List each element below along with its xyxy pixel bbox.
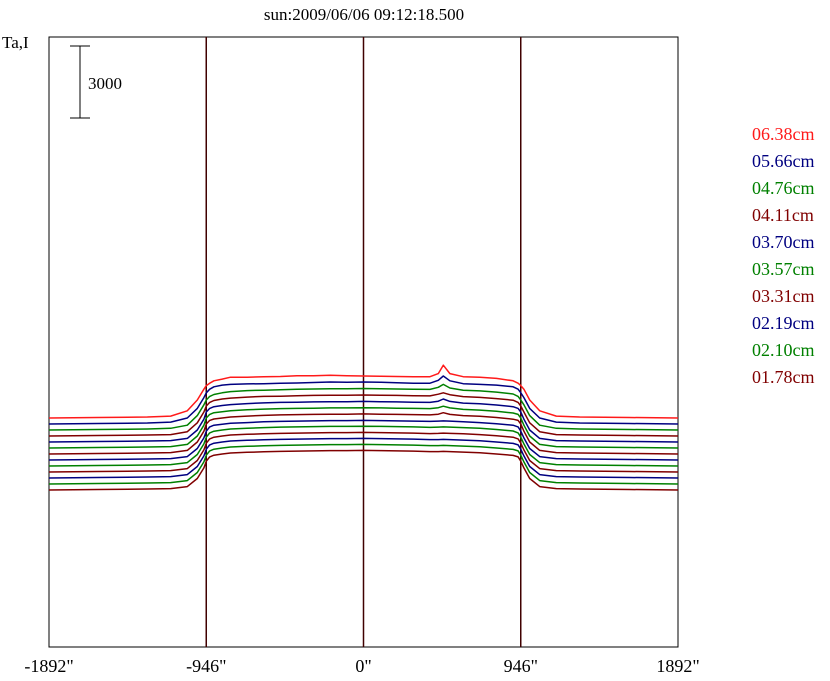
legend-entry-0: 06.38cm bbox=[752, 124, 815, 144]
series-line-9 bbox=[48, 431, 679, 473]
series-lines bbox=[48, 364, 679, 491]
legend-entry-2: 04.76cm bbox=[752, 178, 815, 198]
chart-title: sun:2009/06/06 09:12:18.500 bbox=[264, 5, 464, 24]
series-line-7 bbox=[48, 419, 679, 461]
series-line-11 bbox=[48, 443, 679, 485]
x-tick-label-4: 1892" bbox=[656, 656, 699, 676]
scale-bar: 3000 bbox=[70, 45, 122, 119]
series-line-5 bbox=[48, 405, 679, 449]
series-line-0 bbox=[48, 364, 679, 419]
legend-entry-9: 01.78cm bbox=[752, 367, 815, 387]
legend-entry-7: 02.19cm bbox=[752, 313, 815, 333]
legend-entry-4: 03.70cm bbox=[752, 232, 815, 252]
x-tick-label-0: -1892" bbox=[24, 656, 73, 676]
x-tick-label-1: -946" bbox=[186, 656, 226, 676]
series-line-1 bbox=[48, 375, 679, 425]
x-tick-label-2: 0" bbox=[355, 656, 371, 676]
series-line-6 bbox=[48, 411, 679, 455]
legend-entry-8: 02.10cm bbox=[752, 340, 815, 360]
x-tick-labels: -1892" -946" 0" 946" 1892" bbox=[24, 656, 699, 676]
legend: 06.38cm 05.66cm 04.76cm 04.11cm 03.70cm 03.57… bbox=[752, 124, 815, 387]
scale-bar-label: 3000 bbox=[88, 74, 122, 93]
series-line-12 bbox=[48, 449, 679, 491]
reference-lines bbox=[205, 37, 522, 647]
legend-entry-3: 04.11cm bbox=[752, 205, 814, 225]
legend-entry-1: 05.66cm bbox=[752, 151, 815, 171]
legend-entry-5: 03.57cm bbox=[752, 259, 815, 279]
legend-entry-6: 03.31cm bbox=[752, 286, 815, 306]
x-tick-label-3: 946" bbox=[504, 656, 538, 676]
series-line-2 bbox=[48, 383, 679, 431]
series-line-4 bbox=[48, 398, 679, 443]
y-axis-label: Ta,I bbox=[2, 33, 29, 52]
series-line-10 bbox=[48, 437, 679, 479]
series-line-8 bbox=[48, 425, 679, 467]
series-line-3 bbox=[48, 392, 679, 437]
